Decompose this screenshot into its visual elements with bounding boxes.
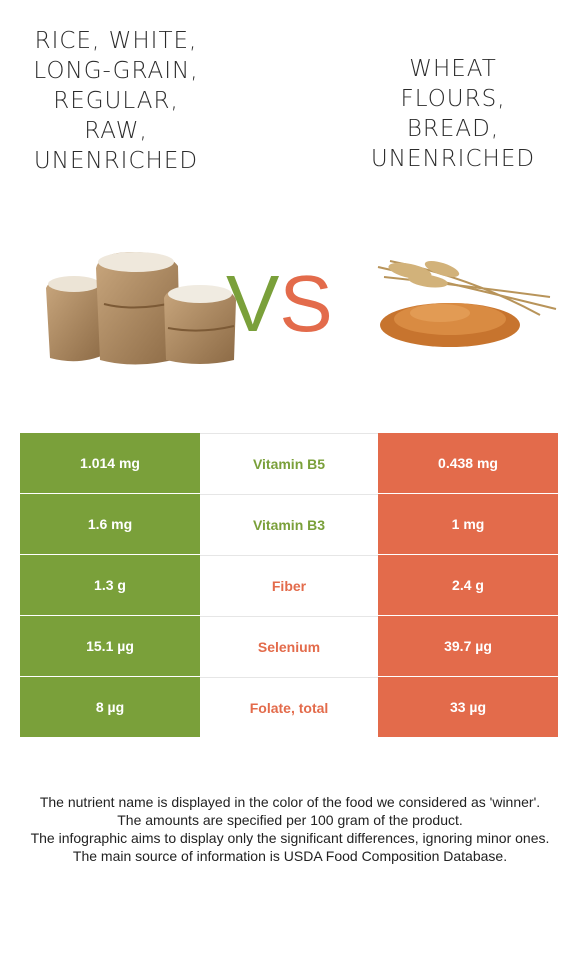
vs-v-letter: V: [226, 259, 280, 348]
nutrient-name-cell: Fiber: [200, 555, 378, 615]
footnote: The nutrient name is displayed in the co…: [20, 793, 560, 865]
right-value-cell: 1 mg: [378, 494, 558, 554]
comparison-table: 1.014 mg Vitamin B5 0.438 mg 1.6 mg Vita…: [20, 433, 558, 738]
nutrient-name-cell: Vitamin B5: [200, 433, 378, 493]
right-title-line: WHEAT: [409, 56, 497, 82]
right-value-cell: 33 µg: [378, 677, 558, 737]
left-value-cell: 1.6 mg: [20, 494, 200, 554]
right-title-line: UNENRICHED: [370, 146, 536, 172]
nutrient-name-cell: Selenium: [200, 616, 378, 676]
left-value-cell: 1.014 mg: [20, 433, 200, 493]
nutrient-name-cell: Vitamin B3: [200, 494, 378, 554]
footnote-line: The amounts are specified per 100 gram o…: [117, 812, 463, 828]
right-title-line: BREAD,: [406, 116, 500, 142]
rice-sacks-illustration: [46, 252, 236, 365]
right-food-title: WHEAT FLOURS, BREAD, UNENRICHED: [360, 54, 546, 174]
left-title-line: RAW,: [84, 118, 148, 144]
table-row: 1.014 mg Vitamin B5 0.438 mg: [20, 433, 558, 494]
left-title-line: LONG-GRAIN,: [33, 58, 199, 84]
vs-s-letter: S: [279, 259, 333, 348]
wheat-grain-illustration: [377, 260, 557, 347]
left-title-line: REGULAR,: [53, 88, 179, 114]
footnote-line: The nutrient name is displayed in the co…: [39, 794, 541, 810]
left-title-line: UNENRICHED: [33, 148, 199, 174]
vs-mark: V S: [226, 262, 354, 346]
right-value-cell: 39.7 µg: [378, 616, 558, 676]
left-value-cell: 15.1 µg: [20, 616, 200, 676]
right-value-cell: 2.4 g: [378, 555, 558, 615]
left-food-title: RICE, WHITE, LONG-GRAIN, REGULAR, RAW, U…: [18, 26, 214, 176]
left-value-cell: 8 µg: [20, 677, 200, 737]
table-row: 1.3 g Fiber 2.4 g: [20, 555, 558, 616]
right-value-cell: 0.438 mg: [378, 433, 558, 493]
table-row: 1.6 mg Vitamin B3 1 mg: [20, 494, 558, 555]
right-title-line: FLOURS,: [400, 86, 506, 112]
left-title-line: RICE, WHITE,: [34, 28, 198, 54]
footnote-line: The infographic aims to display only the…: [30, 830, 550, 846]
nutrient-name-cell: Folate, total: [200, 677, 378, 737]
table-row: 8 µg Folate, total 33 µg: [20, 677, 558, 738]
left-value-cell: 1.3 g: [20, 555, 200, 615]
table-row: 15.1 µg Selenium 39.7 µg: [20, 616, 558, 677]
footnote-line: The main source of information is USDA F…: [72, 848, 508, 864]
